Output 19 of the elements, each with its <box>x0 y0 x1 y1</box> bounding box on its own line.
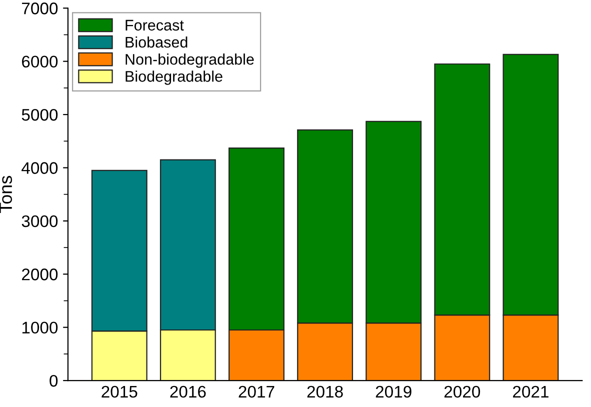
y-tick-label: 5000 <box>22 108 58 121</box>
y-tick-label: 6000 <box>22 56 58 68</box>
y-tick-label: 0 <box>50 374 58 387</box>
x-tick-label: 2021 <box>513 386 548 398</box>
x-tick-label: 2015 <box>102 386 138 398</box>
legend-label: Biobased <box>126 36 188 48</box>
y-tick-label: 2000 <box>22 268 58 280</box>
x-tick-label: 2020 <box>444 386 480 398</box>
legend-label: Biodegradable <box>126 70 222 85</box>
x-tick-label: 2016 <box>170 386 206 398</box>
y-tick-label: 1000 <box>22 322 58 334</box>
y-tick-label: 4000 <box>22 162 58 174</box>
y-tick-label: 7000 <box>22 2 58 14</box>
x-tick-label: 2019 <box>376 386 412 398</box>
legend-label: Forecast <box>126 20 184 31</box>
y-tick-label: 3000 <box>22 215 58 228</box>
legend-label: Non-biodegradable <box>126 54 254 68</box>
x-tick-label: 2017 <box>238 386 274 398</box>
x-tick-label: 2018 <box>307 386 343 398</box>
